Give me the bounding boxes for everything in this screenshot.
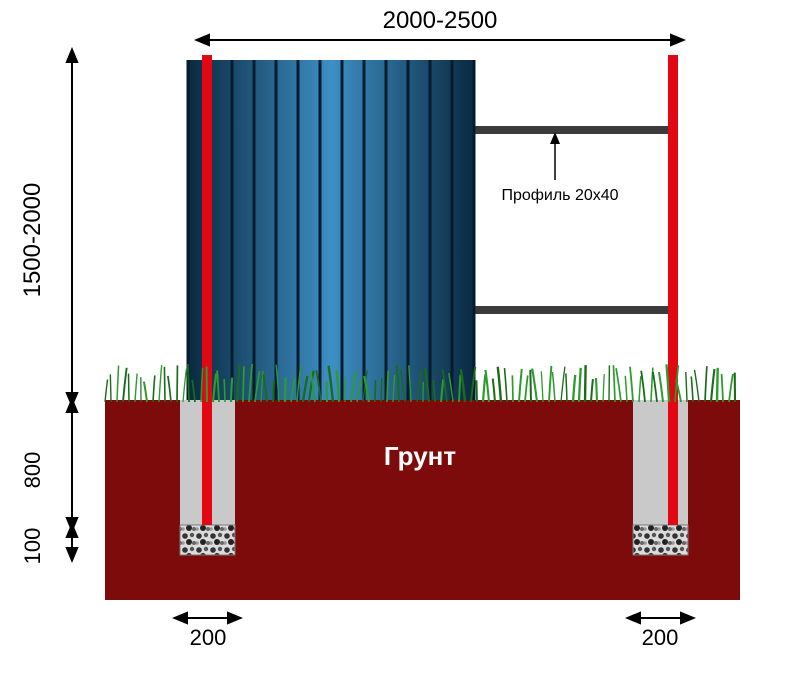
dim-height: 1500-2000: [19, 55, 72, 400]
rail-lower: [475, 306, 668, 314]
dim-hole-left: 200: [180, 618, 235, 650]
rail-upper: [475, 126, 668, 134]
svg-text:100: 100: [20, 528, 45, 565]
dim-hole-right: 200: [633, 618, 688, 650]
fence-diagram: Грунт 2000-2500 1500-2000 800 100 200 20…: [0, 0, 800, 674]
svg-text:200: 200: [190, 625, 227, 650]
ground-label: Грунт: [384, 441, 456, 471]
svg-text:800: 800: [20, 452, 45, 489]
svg-text:Профиль 20х40: Профиль 20х40: [501, 187, 618, 204]
svg-text:1500-2000: 1500-2000: [19, 183, 46, 298]
dim-gravel: 100: [20, 528, 72, 565]
right-post: [668, 55, 678, 525]
dim-width: 2000-2500: [202, 7, 678, 40]
svg-text:2000-2500: 2000-2500: [383, 7, 498, 34]
fence-panel: [188, 60, 475, 400]
svg-text:200: 200: [642, 625, 679, 650]
dim-depth: 800: [20, 405, 72, 525]
left-post: [202, 55, 212, 525]
right-foundation: [633, 400, 688, 555]
profile-callout: Профиль 20х40: [501, 138, 618, 204]
